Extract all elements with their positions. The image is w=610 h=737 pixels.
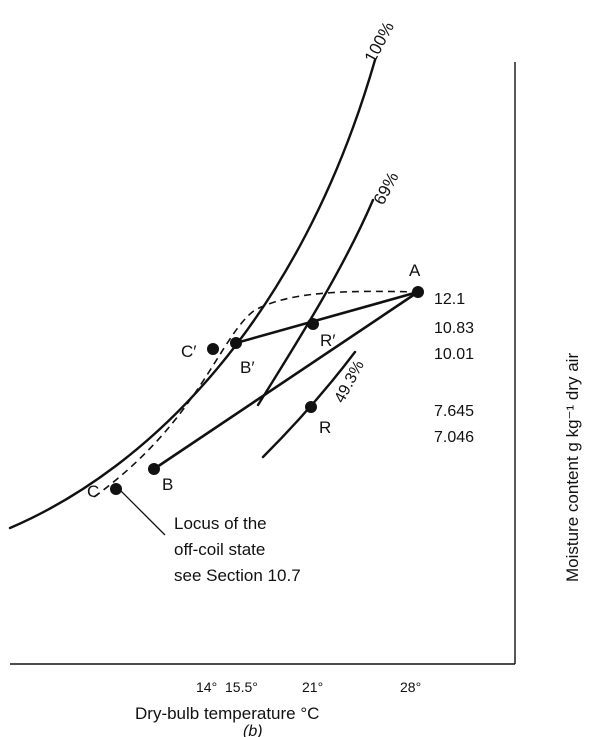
point-r-prime	[307, 318, 319, 330]
annotation-leader-line	[113, 483, 166, 536]
x-tick-label-28: 28°	[400, 679, 421, 695]
x-tick-label-14: 14°	[196, 679, 217, 695]
point-c-prime	[207, 343, 219, 355]
rh-curve-69	[256, 198, 375, 407]
point-r	[305, 401, 317, 413]
annotation-line-2: off-coil state	[174, 540, 265, 559]
y-tick-label-10-83: 10.83	[434, 320, 474, 337]
label-point-r-prime: R′	[320, 331, 335, 350]
y-tick-label-12-1: 12.1	[434, 291, 465, 308]
label-point-c-prime: C′	[181, 342, 196, 361]
figure-caption: (b)	[243, 723, 263, 737]
point-a	[412, 286, 424, 298]
label-point-c: C	[87, 482, 99, 501]
annotation-line-1: Locus of the	[174, 514, 267, 533]
x-axis-title: Dry-bulb temperature °C	[135, 704, 319, 723]
y-tick-label-10-01: 10.01	[434, 346, 474, 363]
curve-label-69: 69%	[370, 169, 403, 208]
x-tick-label-21: 21°	[302, 679, 323, 695]
curve-label-49: 49.3%	[332, 358, 368, 406]
line-a-to-b-prime	[234, 290, 420, 345]
curve-label-100: 100%	[361, 19, 398, 66]
x-tick-label-15-5: 15.5°	[225, 679, 258, 695]
line-a-to-b	[152, 290, 420, 471]
y-tick-label-7-645: 7.645	[434, 403, 474, 420]
annotation-line-3: see Section 10.7	[174, 566, 301, 585]
y-axis-title: Moisture content g kg⁻¹ dry air	[563, 353, 582, 582]
point-b	[148, 463, 160, 475]
off-coil-locus-dashed	[93, 290, 419, 498]
label-point-r: R	[319, 418, 331, 437]
label-point-a: A	[409, 261, 421, 280]
y-tick-label-7-046: 7.046	[434, 429, 474, 446]
saturation-curve-100	[8, 58, 377, 530]
label-point-b: B	[162, 475, 173, 494]
label-point-b-prime: B′	[240, 358, 255, 377]
point-b-prime	[230, 337, 242, 349]
point-c	[110, 483, 122, 495]
